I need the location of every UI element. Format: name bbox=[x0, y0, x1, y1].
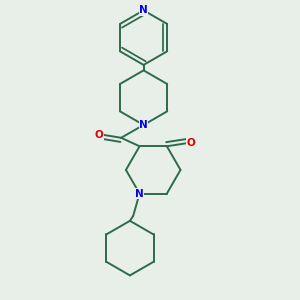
Text: O: O bbox=[95, 130, 103, 140]
Text: O: O bbox=[187, 138, 195, 148]
Text: N: N bbox=[135, 188, 144, 199]
Text: N: N bbox=[139, 120, 148, 130]
Text: N: N bbox=[139, 5, 148, 15]
